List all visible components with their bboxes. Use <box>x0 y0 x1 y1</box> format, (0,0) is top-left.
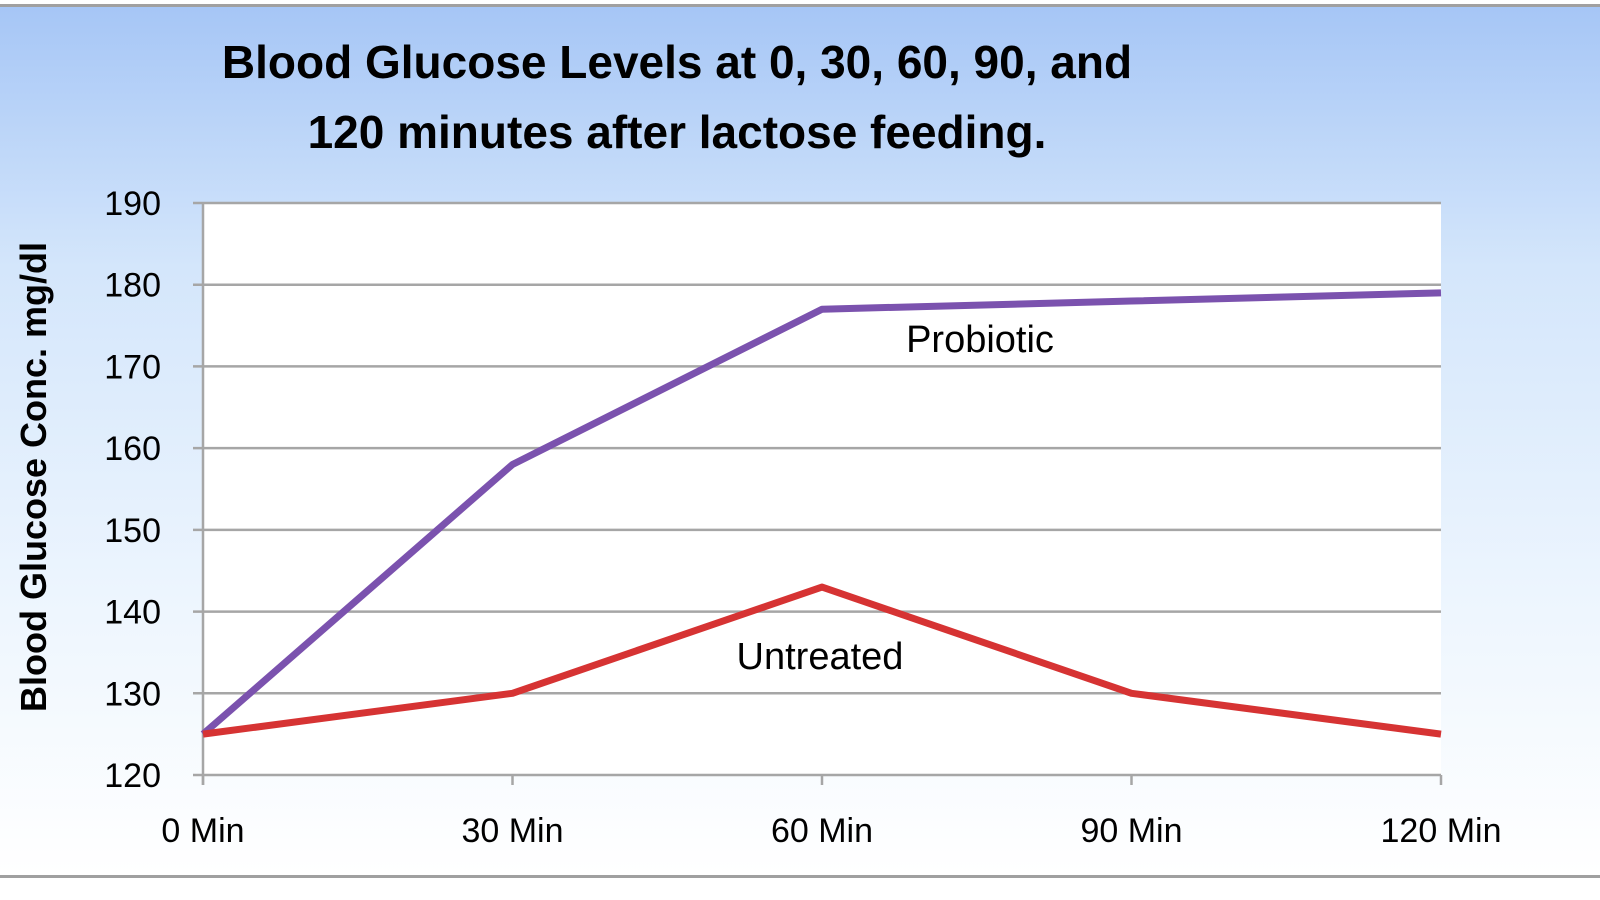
x-tick-label: 60 Min <box>771 812 873 850</box>
y-tick-label: 150 <box>104 512 161 550</box>
y-tick-label: 180 <box>104 267 161 305</box>
y-tick-label: 160 <box>104 430 161 468</box>
x-tick-label: 120 Min <box>1381 812 1502 850</box>
series-label: Probiotic <box>906 319 1054 361</box>
y-tick-label: 130 <box>104 675 161 713</box>
chart-title-line-1: Blood Glucose Levels at 0, 30, 60, 90, a… <box>222 36 1132 88</box>
y-axis-label: Blood Glucose Conc. mg/dl <box>13 242 54 712</box>
chart-title-line-2: 120 minutes after lactose feeding. <box>308 106 1047 158</box>
y-tick-label: 120 <box>104 757 161 795</box>
plot-area <box>203 203 1441 775</box>
x-tick-label: 30 Min <box>461 812 563 850</box>
series-label: Untreated <box>737 636 904 678</box>
y-tick-label: 170 <box>104 348 161 386</box>
x-tick-label: 90 Min <box>1080 812 1182 850</box>
y-tick-label: 190 <box>104 185 161 223</box>
x-tick-label: 0 Min <box>161 812 244 850</box>
y-tick-label: 140 <box>104 594 161 632</box>
